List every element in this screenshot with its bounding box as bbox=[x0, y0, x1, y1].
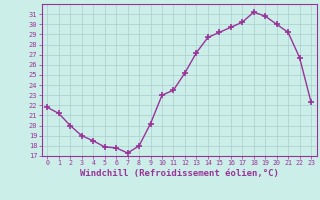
X-axis label: Windchill (Refroidissement éolien,°C): Windchill (Refroidissement éolien,°C) bbox=[80, 169, 279, 178]
